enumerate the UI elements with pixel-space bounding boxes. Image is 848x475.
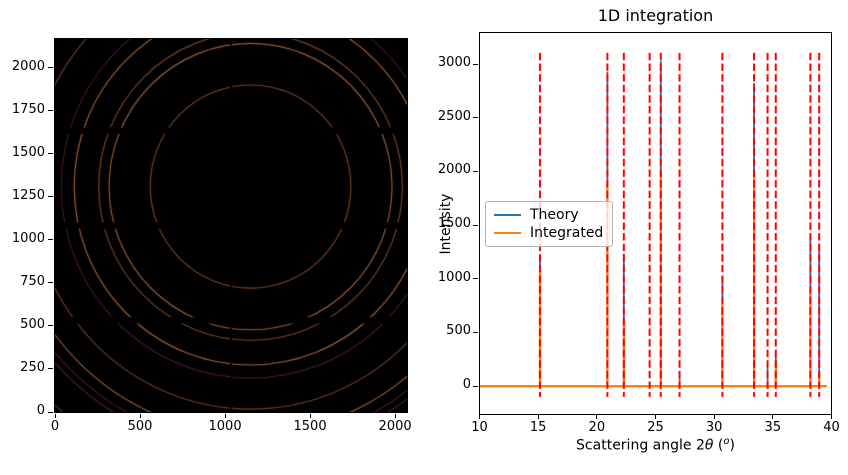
right-y-tick [473,385,478,387]
right-y-tick-label: 3000 [437,55,471,71]
left-x-tick-label: 2000 [378,419,412,434]
left-y-tick [48,67,53,69]
right-y-tick-label: 2000 [437,162,471,178]
axes-frame [479,32,832,415]
left-y-tick-label: 250 [20,359,45,375]
right-y-tick-label: 1000 [437,269,471,285]
left-y-tick [48,411,53,413]
right-y-tick-label: 500 [446,323,471,339]
right-x-tick [596,415,598,419]
right-y-tick [473,278,478,280]
right-y-tick [473,224,478,226]
left-y-tick-label: 1500 [11,144,45,160]
theory-line-sample [494,213,521,217]
legend-entry-theory: Theory [494,208,612,222]
right-y-tick [473,170,478,172]
legend-label-theory: Theory [530,207,579,223]
theta-symbol: θ [704,437,714,454]
right-x-tick-label: 25 [647,420,664,435]
right-x-tick [713,415,715,419]
legend-label-integrated: Integrated [530,225,604,241]
left-x-tick [394,414,396,418]
left-y-tick [48,196,53,198]
x-axis-label-close: ) [729,437,735,454]
left-y-tick-label: 750 [20,273,45,289]
left-y-tick [48,368,53,370]
right-x-tick-label: 10 [471,420,488,435]
right-x-tick-label: 15 [529,420,547,435]
left-x-tick [139,414,141,418]
right-x-tick-label: 35 [764,420,782,435]
left-x-tick [224,414,226,418]
left-x-tick [309,414,311,418]
right-y-tick-label: 2500 [437,108,471,124]
left-x-tick-label: 1000 [208,419,242,434]
left-y-tick [48,110,53,112]
plot-title: 1D integration [597,6,714,25]
right-y-tick-label: 0 [462,377,471,393]
right-x-tick [772,415,774,419]
right-x-tick [537,415,539,419]
degree-superscript: o [723,436,730,447]
left-y-tick-label: 0 [36,403,45,418]
detector-image [55,39,407,412]
x-axis-label: Scattering angle 2θ (o) [479,436,832,454]
detector-image-axes [54,38,408,413]
right-x-tick [655,415,656,419]
left-y-tick [48,325,53,327]
legend-entry-integrated: Integrated [494,226,612,240]
left-x-tick-label: 500 [127,419,153,434]
x-axis-label-text: Scattering angle 2 [576,437,705,454]
left-y-tick-label: 1250 [11,187,45,203]
x-axis-label-paren: ( [713,437,724,454]
right-y-tick [473,117,478,119]
right-x-tick-label: 40 [823,420,840,435]
left-y-tick-label: 1750 [11,101,45,117]
left-y-tick [48,153,53,155]
right-x-tick-label: 20 [588,420,606,435]
legend: Theory Integrated [485,201,613,247]
left-x-tick-label: 0 [50,419,60,434]
left-y-tick-label: 2000 [11,58,45,74]
right-x-tick [479,415,480,419]
right-x-tick-label: 30 [705,420,723,435]
left-x-tick-label: 1500 [293,419,327,434]
left-y-tick-label: 500 [20,316,45,332]
right-x-tick [831,415,832,419]
right-y-tick [473,331,478,333]
left-y-tick [48,239,53,241]
left-y-tick [48,282,53,284]
right-y-tick-label: 1500 [437,216,471,232]
left-y-tick-label: 1000 [11,230,45,246]
integrated-line-sample [494,231,521,235]
left-x-tick [54,414,56,418]
right-y-tick [473,63,478,65]
